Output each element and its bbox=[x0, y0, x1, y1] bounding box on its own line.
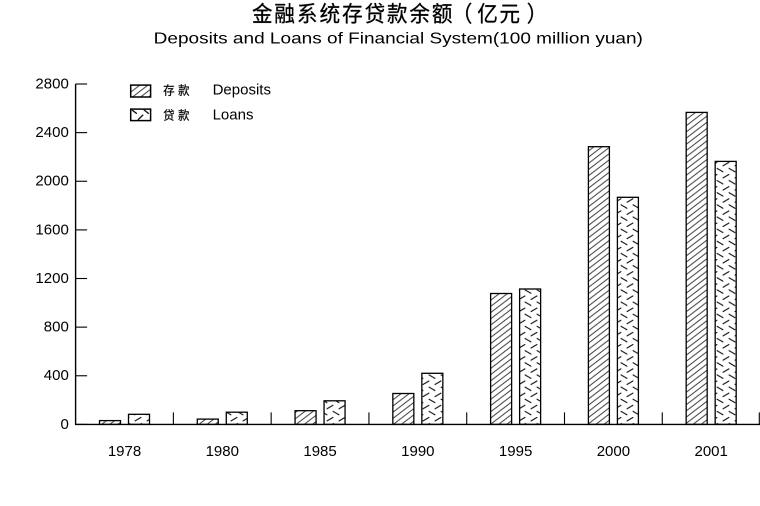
svg-text:1200: 1200 bbox=[35, 270, 68, 287]
svg-text:2800: 2800 bbox=[35, 75, 68, 92]
svg-text:1978: 1978 bbox=[108, 443, 141, 460]
svg-text:1990: 1990 bbox=[401, 443, 434, 460]
svg-text:800: 800 bbox=[44, 319, 69, 336]
svg-text:1985: 1985 bbox=[303, 443, 336, 460]
svg-text:400: 400 bbox=[44, 367, 69, 384]
svg-text:0: 0 bbox=[60, 416, 68, 433]
svg-text:2400: 2400 bbox=[35, 124, 68, 141]
svg-text:1600: 1600 bbox=[35, 221, 68, 238]
svg-text:Deposits: Deposits bbox=[213, 82, 271, 99]
svg-text:Deposits and Loans of Financia: Deposits and Loans of Financial System(1… bbox=[154, 31, 643, 48]
svg-text:2000: 2000 bbox=[597, 443, 630, 460]
svg-text:1995: 1995 bbox=[499, 443, 532, 460]
svg-text:1980: 1980 bbox=[206, 443, 239, 460]
svg-text:2001: 2001 bbox=[694, 443, 727, 460]
svg-text:2000: 2000 bbox=[35, 173, 68, 190]
svg-text:Loans: Loans bbox=[213, 107, 254, 124]
